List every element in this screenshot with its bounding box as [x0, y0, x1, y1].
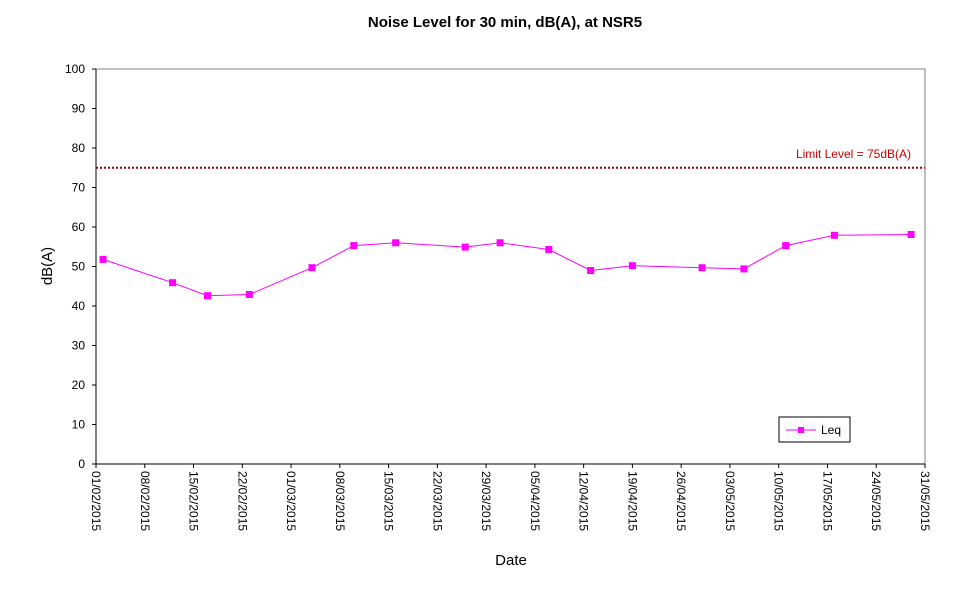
legend: Leq — [778, 416, 851, 443]
y-tick-label: 0 — [78, 457, 85, 471]
x-tick-label: 01/03/2015 — [284, 471, 298, 531]
x-tick-label: 24/05/2015 — [869, 471, 883, 531]
x-tick-label: 08/03/2015 — [333, 471, 347, 531]
limit-label: Limit Level = 75dB(A) — [796, 147, 911, 161]
y-tick-label: 70 — [72, 181, 86, 195]
y-tick-label: 60 — [72, 220, 86, 234]
data-point-leq — [628, 262, 636, 270]
x-tick-label: 15/03/2015 — [382, 471, 396, 531]
data-point-leq — [392, 239, 400, 247]
y-axis-label: dB(A) — [39, 247, 56, 285]
legend-label: Leq — [821, 423, 841, 437]
y-tick-label: 10 — [72, 418, 86, 432]
data-point-leq — [169, 279, 177, 287]
y-tick-label: 40 — [72, 299, 86, 313]
data-point-leq — [245, 291, 253, 298]
data-point-leq — [782, 242, 790, 250]
y-tick-label: 90 — [72, 102, 86, 116]
x-axis: 01/02/2015 08/02/2015 15/02/2015 22/02/2015… — [89, 463, 932, 531]
y-axis: 0 10 20 30 40 50 60 70 80 90 100 — [65, 62, 97, 471]
plot-area — [95, 68, 926, 465]
x-tick-label: 31/05/2015 — [918, 471, 932, 531]
data-point-leq — [99, 255, 107, 263]
x-tick-label: 26/04/2015 — [674, 471, 688, 531]
data-point-leq — [350, 242, 358, 250]
x-tick-label: 10/05/2015 — [772, 471, 786, 531]
data-point-leq — [461, 243, 469, 251]
x-tick-label: 22/03/2015 — [430, 471, 444, 531]
x-tick-label: 03/05/2015 — [723, 471, 737, 531]
x-tick-label: 12/04/2015 — [577, 471, 591, 531]
data-point-leq — [587, 267, 595, 274]
y-tick-label: 50 — [72, 260, 86, 274]
reference-lines: Limit Level = 75dB(A) — [96, 147, 925, 169]
data-point-leq — [830, 231, 838, 239]
x-tick-label: 15/02/2015 — [187, 471, 201, 531]
chart-title: Noise Level for 30 min, dB(A), at NSR5 — [368, 14, 642, 31]
data-point-leq — [308, 264, 316, 272]
x-tick-label: 01/02/2015 — [89, 471, 103, 531]
y-tick-label: 30 — [72, 339, 86, 353]
x-tick-label: 17/05/2015 — [820, 471, 834, 531]
x-axis-label: Date — [495, 552, 527, 569]
x-tick-label: 29/03/2015 — [479, 471, 493, 531]
x-tick-label: 19/04/2015 — [625, 471, 639, 531]
y-tick-label: 20 — [72, 378, 86, 392]
series-layer — [99, 231, 915, 300]
data-point-leq — [907, 231, 915, 238]
data-point-leq — [496, 239, 504, 247]
data-point-leq — [698, 264, 706, 272]
data-point-leq — [545, 246, 553, 253]
x-tick-label: 05/04/2015 — [528, 471, 542, 531]
x-tick-label: 22/02/2015 — [235, 471, 249, 531]
data-point-leq — [204, 292, 211, 300]
y-tick-label: 80 — [72, 141, 86, 155]
data-point-leq — [740, 265, 748, 273]
x-tick-label: 08/02/2015 — [138, 471, 152, 531]
y-tick-label: 100 — [65, 62, 85, 76]
legend-marker — [798, 427, 804, 433]
